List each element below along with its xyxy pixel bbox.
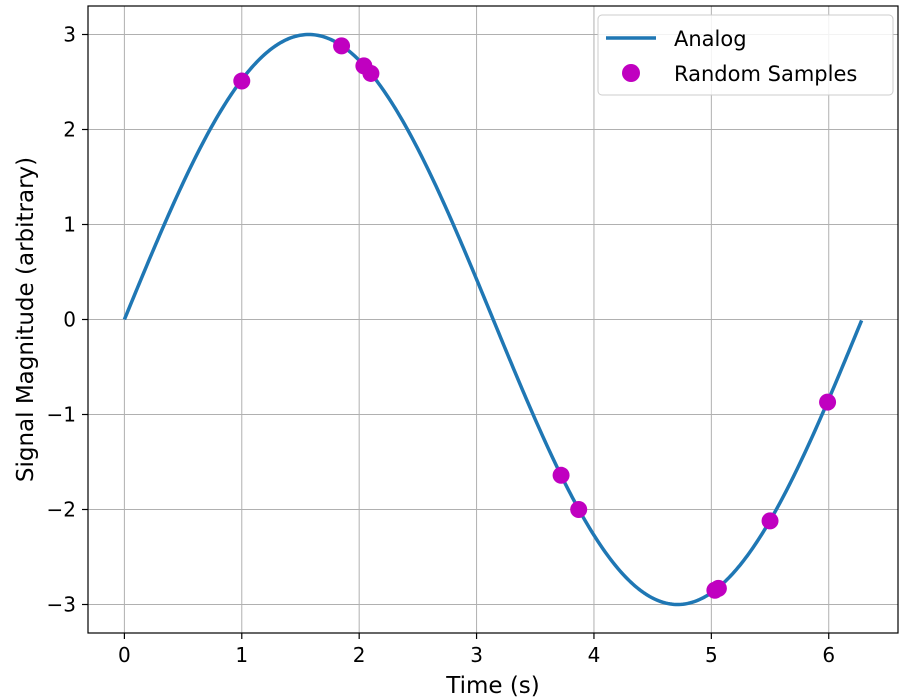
legend-box [597,14,894,96]
y-tick-label: −1 [47,403,76,427]
y-tick-label: 1 [63,213,76,237]
legend-samples-marker [622,64,640,82]
x-tick-label: 4 [588,643,601,667]
y-tick-label: −2 [47,498,76,522]
x-tick-label: 5 [705,643,718,667]
y-tick-label: 0 [63,308,76,332]
y-tick-label: 3 [63,23,76,47]
analog-series [122,32,864,607]
analog-line [122,32,864,607]
axis-ticks: 0 1 2 3 4 5 6 3 2 1 0 −1 −2 −3 [47,23,836,668]
sample-point [819,393,837,411]
x-tick-label: 6 [822,643,835,667]
sample-point [570,501,588,518]
sample-point [761,512,779,530]
grid [88,6,898,633]
legend-label-analog: Analog [674,27,747,51]
sample-point [552,466,570,484]
legend-label-random-samples: Random Samples [674,62,857,86]
y-tick-label: 2 [63,118,76,142]
x-axis-title: Time (s) [445,673,540,699]
legend: Analog Random Samples [597,14,894,96]
sample-point [709,579,727,597]
x-tick-label: 2 [353,643,366,667]
y-axis-title: Signal Magnitude (arbitrary) [13,157,39,482]
sample-point [362,64,380,82]
sample-point [333,37,351,55]
x-tick-label: 3 [470,643,483,667]
sample-point [233,72,251,90]
x-tick-label: 1 [235,643,248,667]
random-samples-series [233,37,837,599]
y-tick-label: −3 [47,593,76,617]
x-tick-label: 0 [118,643,131,667]
